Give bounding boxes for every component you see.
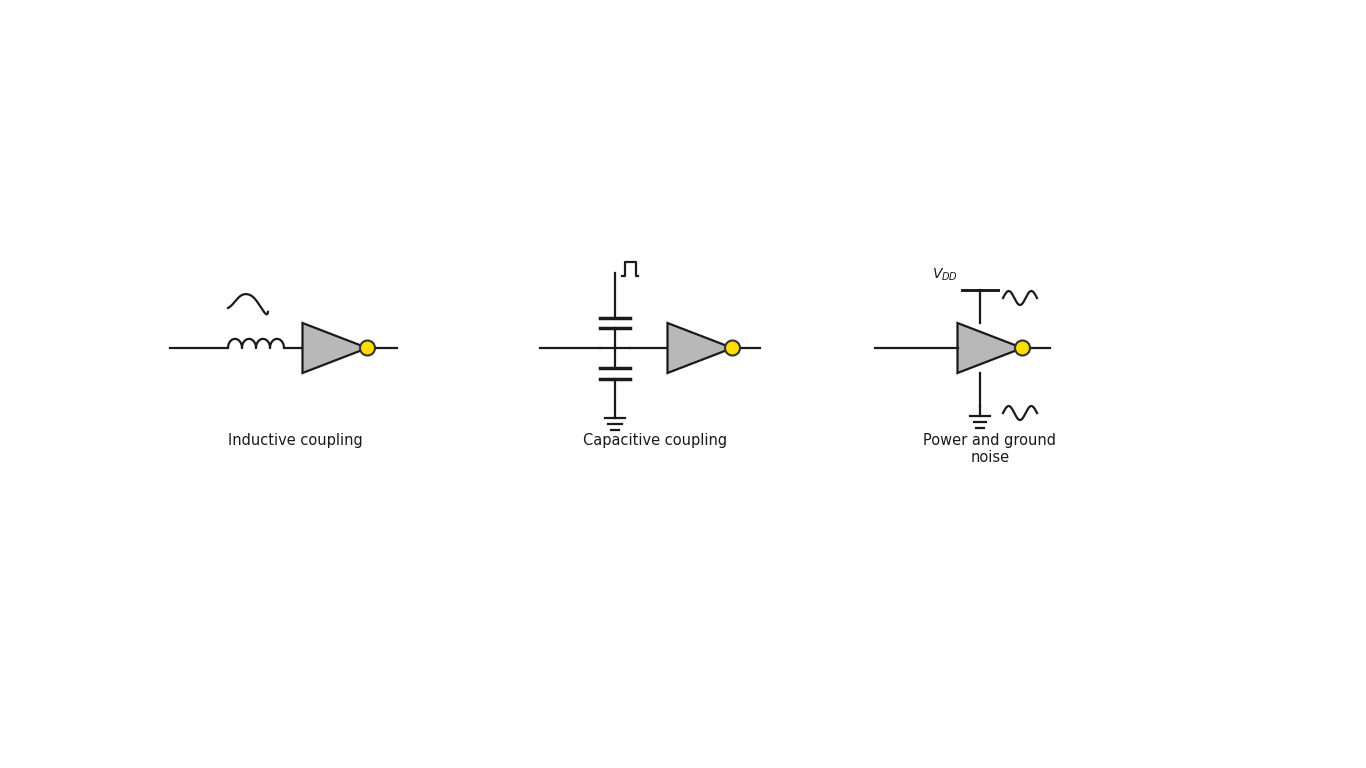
Text: Capacitive coupling: Capacitive coupling bbox=[583, 433, 727, 448]
Polygon shape bbox=[958, 323, 1023, 373]
Text: Power and ground
noise: Power and ground noise bbox=[923, 433, 1056, 465]
Polygon shape bbox=[302, 323, 367, 373]
Text: $V_{DD}$: $V_{DD}$ bbox=[932, 266, 958, 283]
Circle shape bbox=[725, 340, 740, 356]
Polygon shape bbox=[668, 323, 732, 373]
Text: Inductive coupling: Inductive coupling bbox=[228, 433, 362, 448]
Circle shape bbox=[1015, 340, 1030, 356]
Circle shape bbox=[361, 340, 376, 356]
